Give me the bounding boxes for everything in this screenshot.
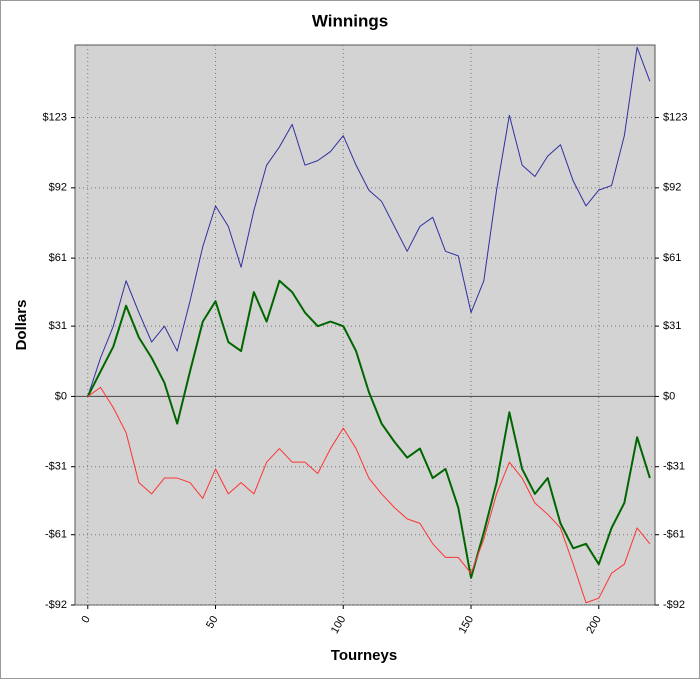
y-tick-label: $92 bbox=[49, 182, 67, 194]
y-tick-label: $0 bbox=[55, 390, 67, 402]
y-tick-label: -$92 bbox=[45, 599, 67, 611]
series-line bbox=[87, 386, 651, 604]
y2-tick-label: $61 bbox=[663, 252, 681, 264]
x-tick-label: 0 bbox=[79, 614, 92, 625]
y2-tick-label: $92 bbox=[663, 182, 681, 194]
x-tick-label: 50 bbox=[204, 614, 221, 631]
y-tick-label: $123 bbox=[43, 111, 67, 123]
plot-area bbox=[74, 44, 656, 606]
chart-title: Winnings bbox=[312, 11, 388, 30]
y2-tick-label: $0 bbox=[663, 390, 675, 402]
x-axis-title: Tourneys bbox=[331, 647, 397, 664]
y2-tick-label: -$61 bbox=[663, 529, 685, 541]
y-tick-label: $61 bbox=[49, 252, 67, 264]
y2-tick-label: $31 bbox=[663, 320, 681, 332]
y2-tick-label: -$92 bbox=[663, 599, 685, 611]
y-tick-label: -$31 bbox=[45, 461, 67, 473]
y-tick-label: -$61 bbox=[45, 529, 67, 541]
series-line bbox=[86, 279, 651, 579]
y2-tick-label: $123 bbox=[663, 111, 687, 123]
y-tick-label: $31 bbox=[49, 320, 67, 332]
y2-tick-label: -$31 bbox=[663, 461, 685, 473]
series-line bbox=[87, 46, 651, 397]
y-axis-title: Dollars bbox=[13, 300, 30, 351]
